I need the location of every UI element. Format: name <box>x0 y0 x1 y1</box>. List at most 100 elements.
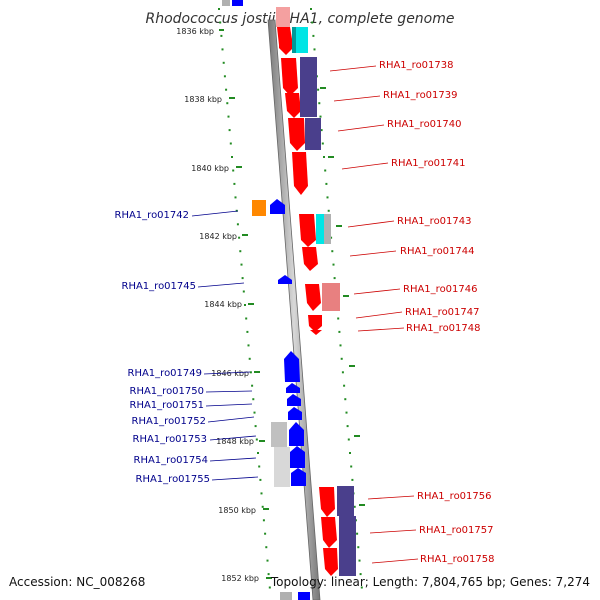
label-ro01745[interactable]: RHA1_ro01745 <box>122 281 197 292</box>
gene-ro01746[interactable] <box>305 284 321 311</box>
scale-dot <box>267 573 270 576</box>
scale-dot <box>333 277 336 280</box>
gene-ro01748[interactable] <box>310 330 322 335</box>
gene-ro01753[interactable] <box>289 422 304 446</box>
gene-ro01757[interactable] <box>321 517 337 548</box>
gene-ro01758[interactable] <box>323 548 338 576</box>
topology-text: Topology: linear; Length: 7,804,765 bp; … <box>270 575 590 589</box>
gene-ro01740[interactable] <box>288 118 305 151</box>
scale-dot <box>260 492 263 495</box>
scale-dot <box>330 236 333 239</box>
label-ro01743[interactable]: RHA1_ro01743 <box>397 216 472 227</box>
gene-ro01737[interactable] <box>277 27 293 55</box>
gene-ro01751[interactable] <box>287 394 301 406</box>
label-ro01752[interactable]: RHA1_ro01752 <box>132 416 207 427</box>
scale-dot <box>317 88 320 91</box>
scale-dot <box>239 250 242 253</box>
gene-ro01743[interactable] <box>299 214 316 247</box>
scale-dot <box>344 398 347 401</box>
label-ro01738[interactable]: RHA1_ro01738 <box>379 60 454 71</box>
label-ro01747[interactable]: RHA1_ro01747 <box>405 307 480 318</box>
scale-dot <box>311 21 314 24</box>
gene-ro01747[interactable] <box>308 315 322 332</box>
label-ro01739[interactable]: RHA1_ro01739 <box>383 90 458 101</box>
label-ro01756[interactable]: RHA1_ro01756 <box>417 491 492 502</box>
label-ro01742[interactable]: RHA1_ro01742 <box>115 210 190 221</box>
scale-label-1850: 1850 kbp <box>218 506 256 515</box>
scale-dot <box>350 465 353 468</box>
scale-dot <box>319 115 322 118</box>
gene-ro01752[interactable] <box>288 407 302 420</box>
scale-dot <box>357 546 360 549</box>
scale-dot <box>220 34 223 37</box>
scale-dot <box>324 169 327 172</box>
grey-feature-2 <box>274 447 290 487</box>
scale-label-1838: 1838 kbp <box>184 95 222 104</box>
top-blue-feature <box>232 0 243 6</box>
scale-ticks <box>219 29 365 579</box>
scale-dot <box>231 156 233 158</box>
scale-track <box>218 8 363 589</box>
scale-dot <box>236 223 239 226</box>
scale-dot <box>219 21 222 24</box>
label-ro01750[interactable]: RHA1_ro01750 <box>130 386 205 397</box>
scale-dot <box>247 344 250 347</box>
reverse-label-lines <box>191 210 259 481</box>
scale-label-1848: 1848 kbp <box>216 437 254 446</box>
label-ro01740[interactable]: RHA1_ro01740 <box>387 119 462 130</box>
pink-feature-mid <box>322 283 340 311</box>
label-ro01751[interactable]: RHA1_ro01751 <box>130 400 205 411</box>
scale-dot <box>310 8 312 10</box>
gene-ro01738[interactable] <box>281 58 298 96</box>
scale-dot <box>241 277 244 280</box>
cyan-feature-top-left <box>292 27 296 53</box>
scale-dot <box>351 478 354 481</box>
scale-dot <box>359 573 362 576</box>
gene-ro01755[interactable] <box>291 468 306 486</box>
label-ro01757[interactable]: RHA1_ro01757 <box>419 525 494 536</box>
map-title: Rhodococcus jostii RHA1, complete genome <box>145 11 454 27</box>
scale-label-1852: 1852 kbp <box>221 574 259 583</box>
scale-dot <box>258 465 261 468</box>
label-ro01746[interactable]: RHA1_ro01746 <box>403 284 478 295</box>
scale-dot <box>268 586 271 589</box>
scale-label-1844: 1844 kbp <box>204 300 242 309</box>
label-ro01754[interactable]: RHA1_ro01754 <box>134 455 209 466</box>
scale-dot <box>218 8 220 10</box>
scale-dot <box>259 478 262 481</box>
gene-ro01754[interactable] <box>290 446 305 468</box>
scale-dot <box>345 411 348 414</box>
gene-ro01756[interactable] <box>319 487 335 517</box>
gene-ro01739[interactable] <box>285 93 301 118</box>
label-ro01741[interactable]: RHA1_ro01741 <box>391 158 466 169</box>
gene-ro01749[interactable] <box>284 351 300 382</box>
scale-dot <box>339 344 342 347</box>
scale-dot <box>341 371 344 374</box>
scale-dot <box>244 304 246 306</box>
gene-ro01745[interactable] <box>278 275 292 284</box>
label-ro01758[interactable]: RHA1_ro01758 <box>420 554 495 565</box>
cyan-feature-top <box>294 27 308 53</box>
scale-dot <box>226 102 229 105</box>
gene-ro01750[interactable] <box>286 383 300 393</box>
scale-dot <box>331 250 334 253</box>
scale-dot <box>346 425 349 428</box>
label-ro01753[interactable]: RHA1_ro01753 <box>133 434 208 445</box>
scale-dot <box>225 88 228 91</box>
label-ro01755[interactable]: RHA1_ro01755 <box>136 474 211 485</box>
label-ro01748[interactable]: RHA1_ro01748 <box>406 323 481 334</box>
orange-gene[interactable] <box>252 200 266 216</box>
gene-ro01742[interactable] <box>270 199 285 214</box>
label-ro01749[interactable]: RHA1_ro01749 <box>128 368 203 379</box>
gene-ro01744[interactable] <box>302 247 318 271</box>
label-ro01744[interactable]: RHA1_ro01744 <box>400 246 475 257</box>
scale-label-1836: 1836 kbp <box>176 27 214 36</box>
scale-dot <box>248 357 251 360</box>
genome-backbone <box>267 19 321 600</box>
top-pink-feature <box>276 7 290 27</box>
scale-dot <box>264 532 267 535</box>
scale-dot <box>261 505 264 508</box>
bottom-blue-feature <box>298 592 310 600</box>
gene-ro01741[interactable] <box>292 152 308 195</box>
